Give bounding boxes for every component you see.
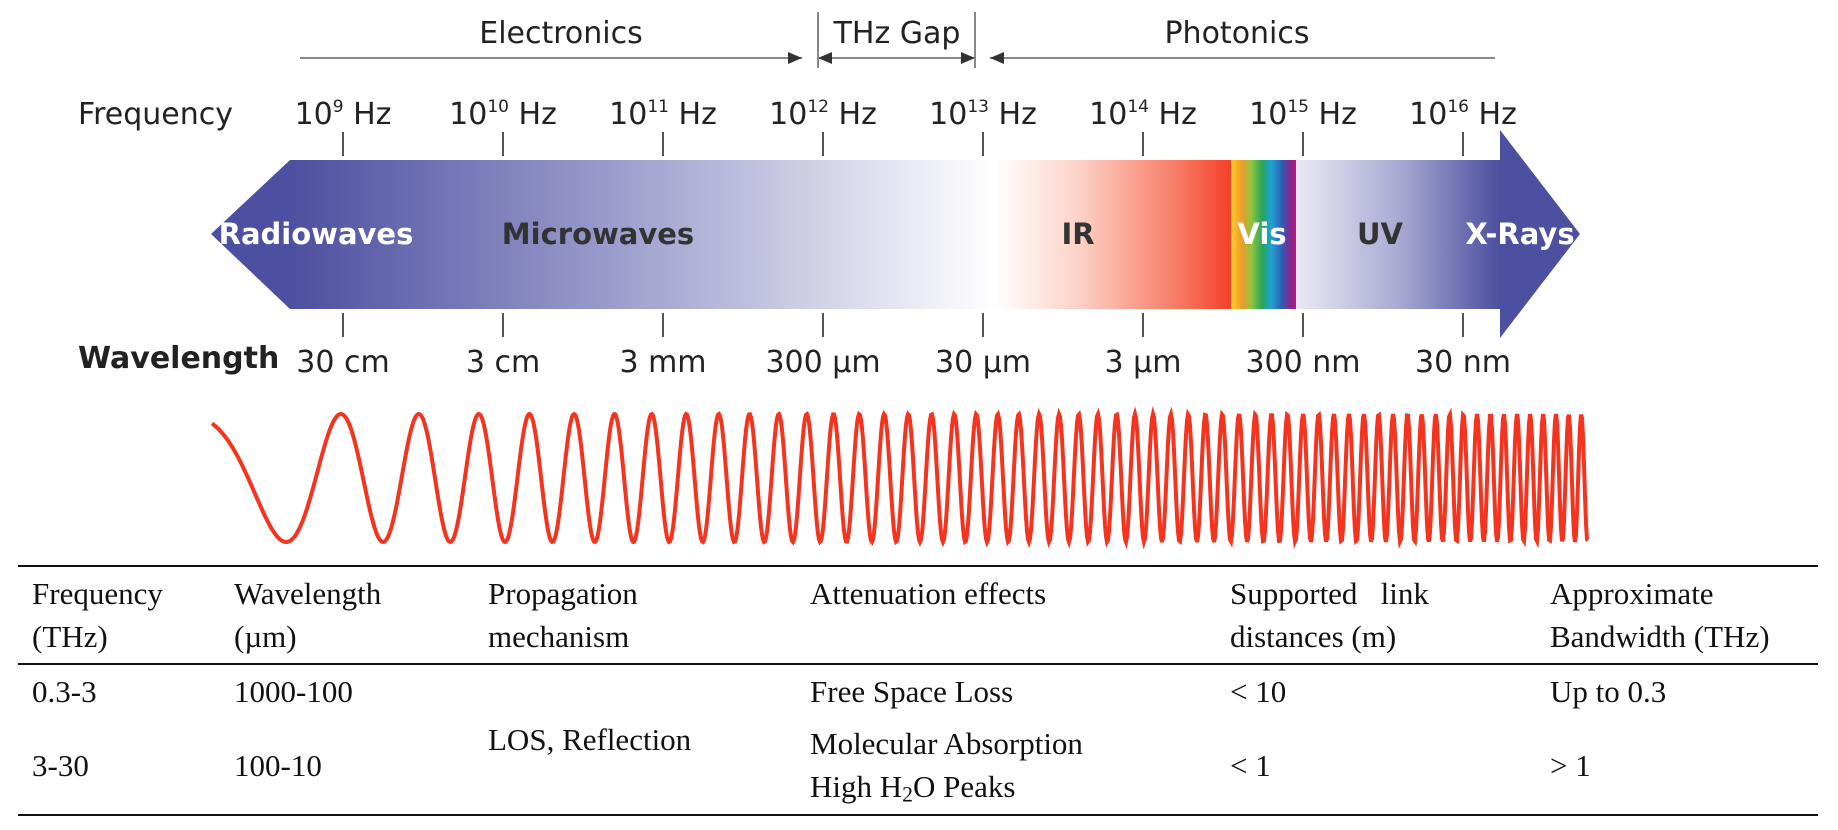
cell-wavelength: 100-10 xyxy=(234,748,322,784)
header-attenuation: Attenuation effects xyxy=(810,576,1047,611)
electronics-arrowhead xyxy=(788,52,802,64)
header-link-distance: Supported link distances (m) xyxy=(1230,576,1429,654)
cell-link-distance: < 1 xyxy=(1230,748,1271,784)
cell-wavelength: 1000-100 xyxy=(234,673,353,709)
table-header-row: Frequency (THz) Wavelength (µm) Propagatio… xyxy=(18,566,1818,664)
frequency-tick-label: 1013 Hz xyxy=(929,97,1037,132)
thz-gap-left-arrowhead xyxy=(818,52,832,64)
wavelength-tick-label: 3 cm xyxy=(466,345,540,380)
header-propagation: Propagation mechanism xyxy=(488,576,638,654)
table-row: 3-30 100-10 Molecular Absorption High H2O… xyxy=(18,717,1818,816)
frequency-tick-label: 1011 Hz xyxy=(609,97,717,132)
wavelength-tick-label: 300 µm xyxy=(765,345,880,380)
right-arrowhead xyxy=(1500,130,1580,338)
wavelength-tick-label: 30 µm xyxy=(935,345,1031,380)
header-frequency: Frequency (THz) xyxy=(32,576,163,654)
band-label-thz-gap: THz Gap xyxy=(833,16,961,51)
frequency-tick-label: 1010 Hz xyxy=(449,97,557,132)
tick-marks xyxy=(342,132,1464,337)
wavelength-tick-label: 30 nm xyxy=(1415,345,1511,380)
region-label-vis: Vis xyxy=(1237,217,1286,251)
frequency-tick-labels: 109 Hz 1010 Hz 1011 Hz 1012 Hz 1013 Hz 1014 H… xyxy=(295,97,1517,132)
thz-properties-table: Frequency (THz) Wavelength (µm) Propagatio… xyxy=(18,565,1818,816)
photonics-arrowhead xyxy=(990,52,1004,64)
spectrum-diagram: Electronics THz Gap Photonics Frequency … xyxy=(78,12,1590,550)
cell-bandwidth: > 1 xyxy=(1550,748,1591,784)
frequency-tick-label: 1016 Hz xyxy=(1409,97,1517,132)
table-row: 0.3-3 1000-100 LOS, Reflection Free Spac… xyxy=(18,664,1818,758)
region-label-xrays: X-Rays xyxy=(1465,217,1574,251)
cell-propagation: LOS, Reflection xyxy=(488,722,692,758)
chirp-wave xyxy=(210,406,1590,550)
header-wavelength: Wavelength (µm) xyxy=(234,576,382,654)
header-bandwidth: Approximate Bandwidth (THz) xyxy=(1550,576,1770,654)
wavelength-row-label: Wavelength xyxy=(78,341,279,376)
wavelength-tick-label: 3 mm xyxy=(619,345,706,380)
region-label-uv: UV xyxy=(1357,217,1404,251)
spectrum-arrow xyxy=(211,130,1580,338)
band-label-photonics: Photonics xyxy=(1164,16,1309,51)
cell-frequency: 0.3-3 xyxy=(32,673,97,709)
cell-bandwidth: Up to 0.3 xyxy=(1550,673,1667,709)
frequency-tick-label: 1012 Hz xyxy=(769,97,877,132)
cell-attenuation: Molecular Absorption High H2O Peaks xyxy=(810,726,1083,807)
frequency-row-label: Frequency xyxy=(78,97,233,132)
region-label-radiowaves: Radiowaves xyxy=(219,217,414,251)
wavelength-tick-label: 30 cm xyxy=(296,345,389,380)
cell-attenuation: Free Space Loss xyxy=(810,673,1014,709)
frequency-tick-label: 109 Hz xyxy=(295,97,392,132)
frequency-tick-label: 1015 Hz xyxy=(1249,97,1357,132)
wavelength-tick-labels: 30 cm 3 cm 3 mm 300 µm 30 µm 3 µm 300 nm 30 nm xyxy=(296,345,1511,380)
left-arrowhead xyxy=(211,130,290,338)
uv-band xyxy=(1296,160,1500,309)
band-label-electronics: Electronics xyxy=(479,16,643,51)
band-header: Electronics THz Gap Photonics xyxy=(300,12,1495,68)
wavelength-tick-label: 300 nm xyxy=(1245,345,1360,380)
region-label-ir: IR xyxy=(1061,217,1094,251)
frequency-tick-label: 1014 Hz xyxy=(1089,97,1197,132)
radio-microwave-band xyxy=(290,160,995,309)
cell-frequency: 3-30 xyxy=(32,748,89,784)
ir-band xyxy=(995,160,1231,309)
thz-gap-right-arrowhead xyxy=(961,52,975,64)
cell-link-distance: < 10 xyxy=(1230,673,1287,709)
wavelength-tick-label: 3 µm xyxy=(1105,345,1182,380)
region-label-microwaves: Microwaves xyxy=(502,217,694,251)
visible-band xyxy=(1231,160,1296,309)
